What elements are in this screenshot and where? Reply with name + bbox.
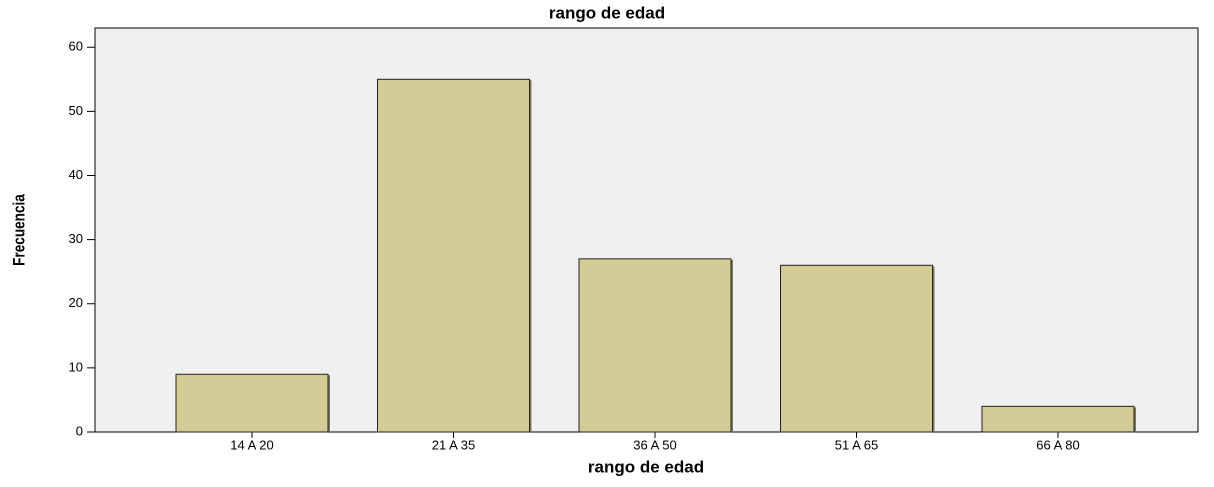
y-tick-label: 30 bbox=[69, 231, 83, 246]
chart-title: rango de edad bbox=[549, 3, 665, 22]
y-tick-label: 60 bbox=[69, 39, 83, 54]
bar bbox=[377, 78, 530, 433]
bar bbox=[578, 258, 732, 433]
y-tick-label: 0 bbox=[76, 423, 83, 438]
bar bbox=[780, 264, 933, 433]
x-tick-label: 66 A 80 bbox=[1036, 437, 1079, 452]
x-tick-label: 14 A 20 bbox=[230, 437, 273, 452]
y-axis-title: Frecuencia bbox=[10, 194, 29, 266]
bar bbox=[981, 405, 1135, 433]
x-tick-label: 21 A 35 bbox=[432, 437, 475, 452]
x-tick-label: 51 A 65 bbox=[835, 437, 878, 452]
y-tick-label: 10 bbox=[69, 359, 83, 374]
y-tick-label: 40 bbox=[69, 167, 83, 182]
y-tick-label: 50 bbox=[69, 103, 83, 118]
x-axis-title: rango de edad bbox=[588, 457, 704, 476]
bar bbox=[175, 373, 329, 433]
y-tick-label: 20 bbox=[69, 295, 83, 310]
x-tick-label: 36 A 50 bbox=[633, 437, 676, 452]
